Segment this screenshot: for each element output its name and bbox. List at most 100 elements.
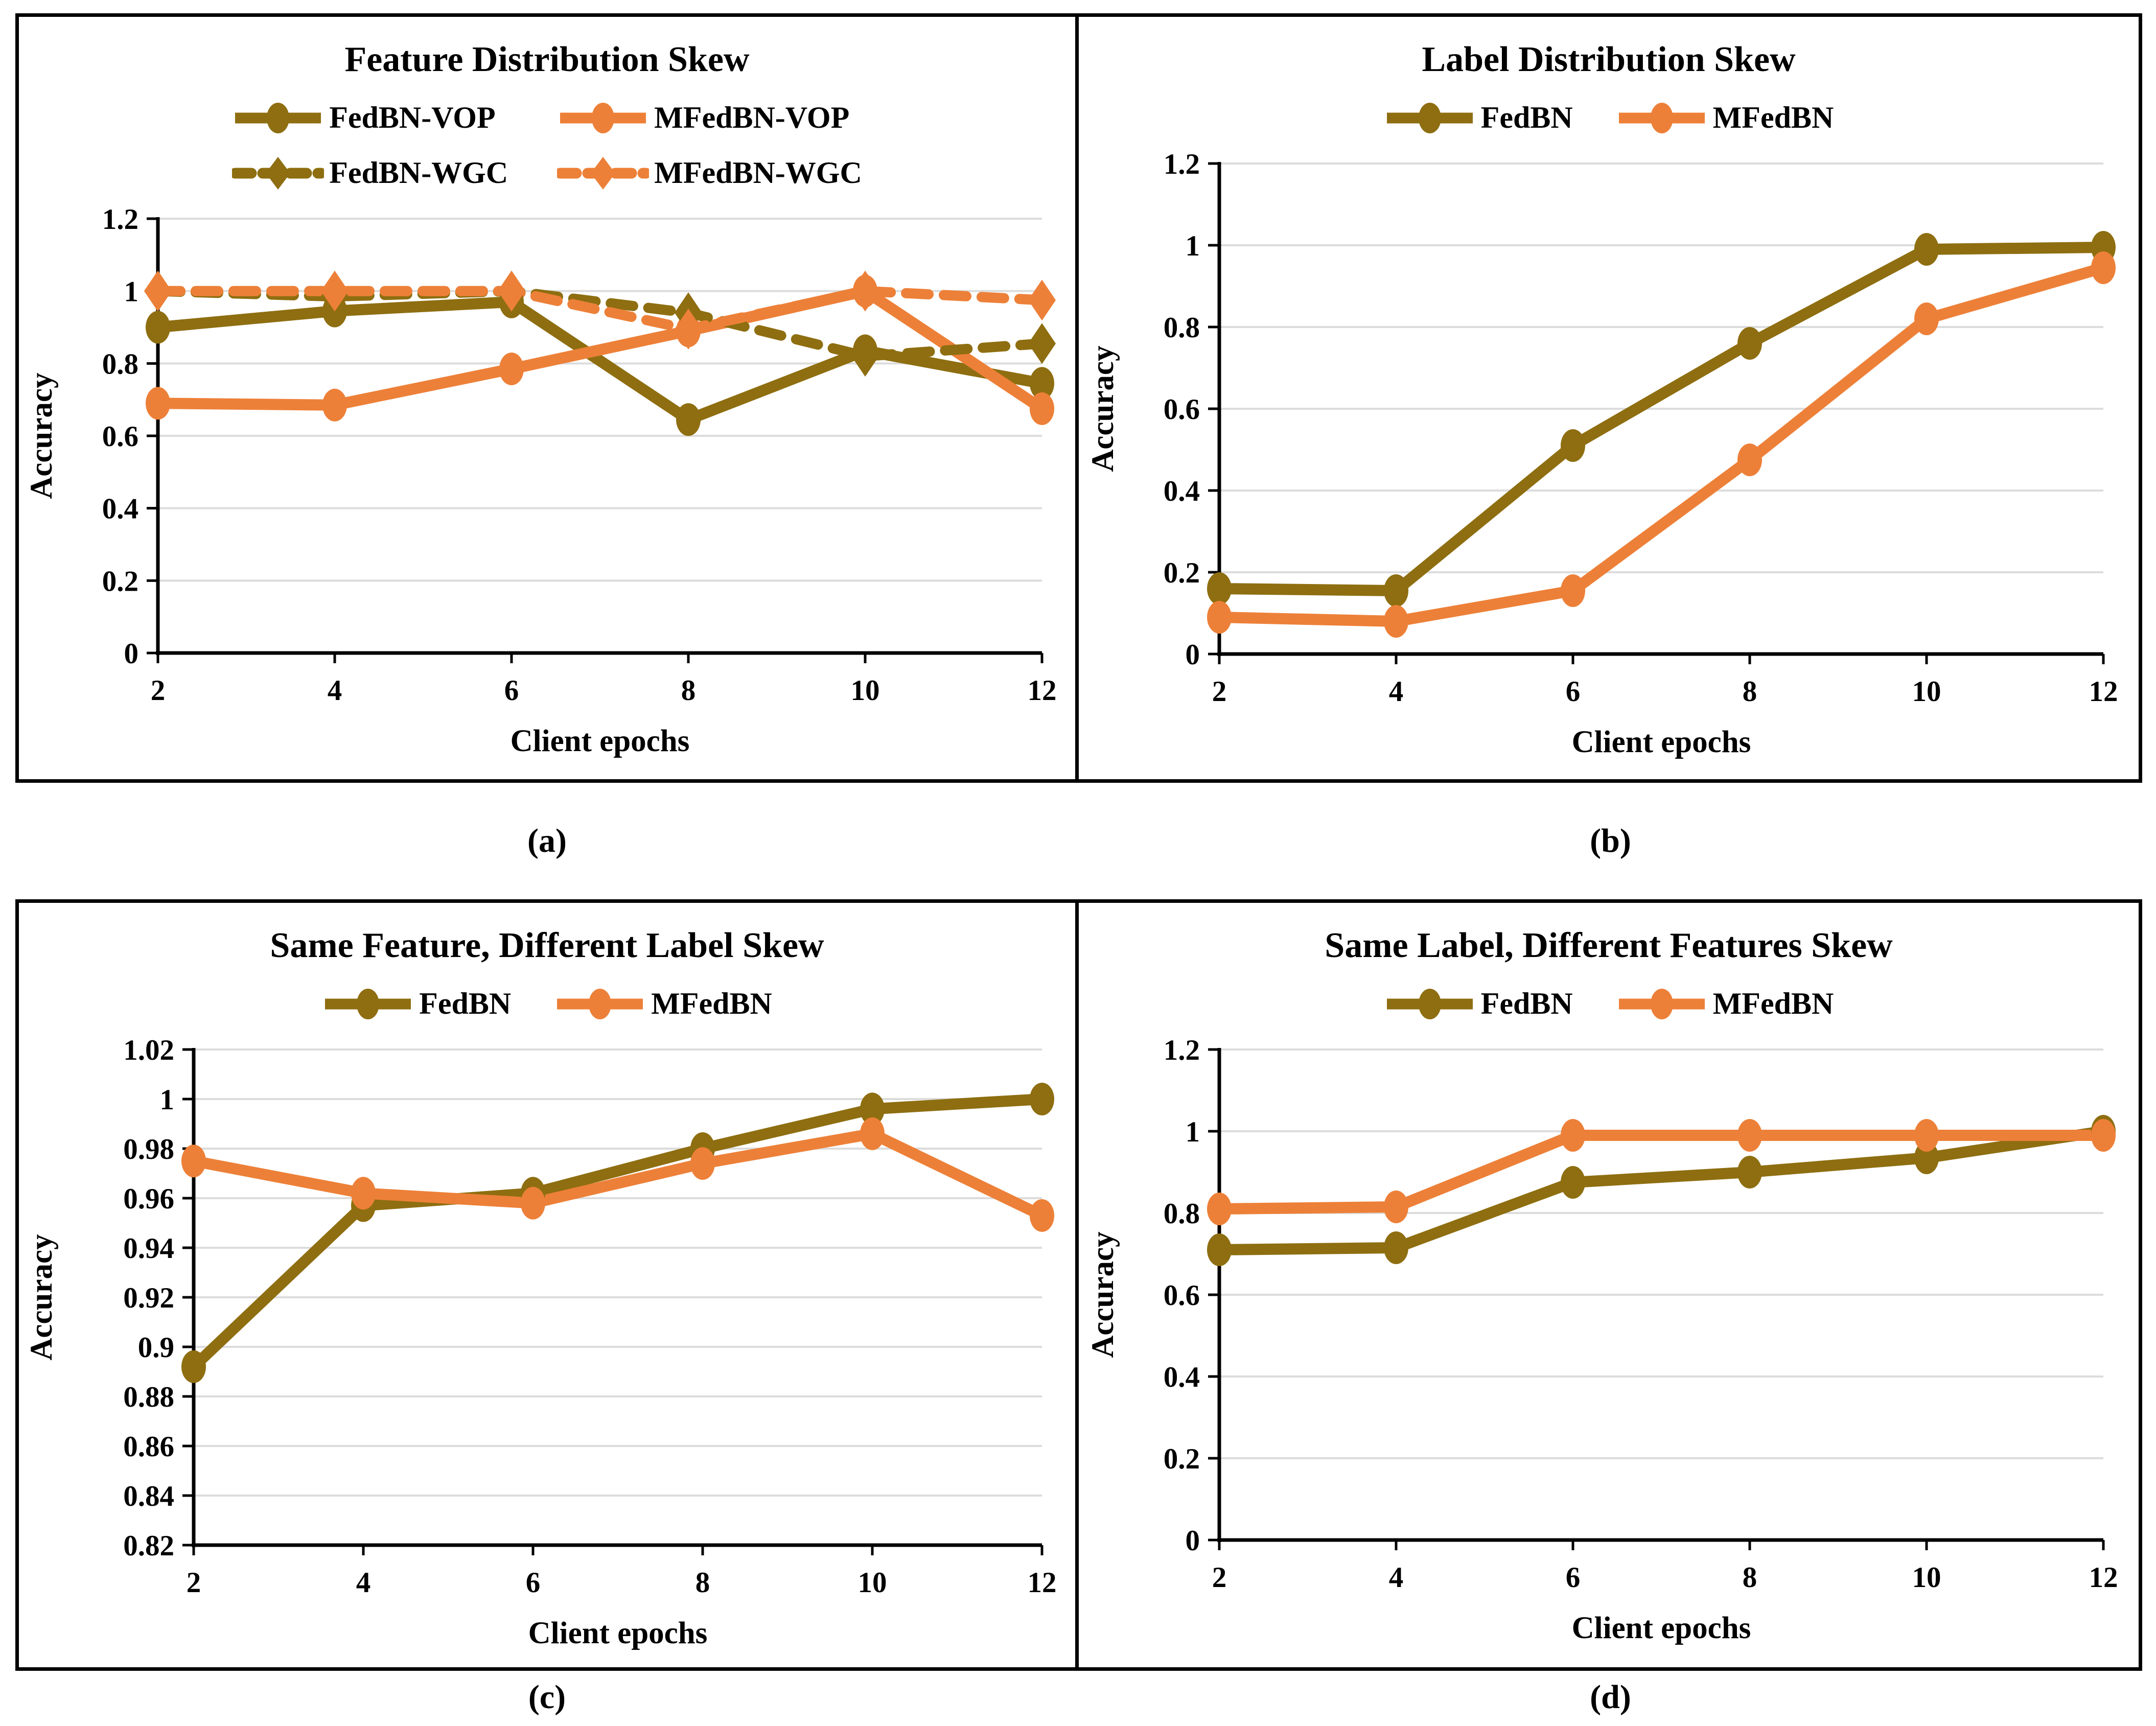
svg-text:0.8: 0.8 <box>102 348 138 380</box>
svg-text:Client epochs: Client epochs <box>1572 725 1751 759</box>
legend-label: FedBN-VOP <box>329 101 496 134</box>
top-chart-row: Feature Distribution Skew FedBN-VOP MFedB… <box>15 0 2142 783</box>
svg-text:8: 8 <box>681 674 696 707</box>
legend-swatch-dashed-diamond <box>232 156 324 190</box>
svg-text:0.84: 0.84 <box>123 1480 174 1512</box>
svg-text:Client epochs: Client epochs <box>1572 1611 1751 1645</box>
top-caption-row: (a) (b) <box>15 783 2142 899</box>
bottom-caption-row: (c) (d) <box>15 1671 2142 1726</box>
legend-label: FedBN <box>419 987 512 1020</box>
svg-text:12: 12 <box>1027 674 1056 707</box>
svg-text:0.98: 0.98 <box>123 1133 174 1165</box>
legend-label: MFedBN-WGC <box>654 156 862 190</box>
caption-b: (b) <box>1590 822 1631 859</box>
svg-text:10: 10 <box>850 674 879 707</box>
svg-text:6: 6 <box>1566 1561 1581 1594</box>
svg-text:0.2: 0.2 <box>102 565 138 597</box>
panel-a: Feature Distribution Skew FedBN-VOP MFedB… <box>15 13 1079 783</box>
svg-text:0.8: 0.8 <box>1164 312 1200 344</box>
chart-d-legend: FedBN MFedBN <box>1384 982 1834 1026</box>
svg-text:Accuracy: Accuracy <box>25 1234 59 1360</box>
svg-text:0.6: 0.6 <box>1164 1279 1200 1312</box>
svg-text:Client epochs: Client epochs <box>510 724 689 758</box>
chart-b-legend: FedBN MFedBN <box>1384 96 1834 140</box>
svg-text:12: 12 <box>2089 675 2118 708</box>
bottom-chart-row: Same Feature, Different Label Skew FedBN… <box>15 899 2142 1671</box>
svg-text:1: 1 <box>1186 1116 1200 1148</box>
svg-text:1.2: 1.2 <box>1164 1034 1200 1066</box>
svg-text:Accuracy: Accuracy <box>1086 345 1120 472</box>
legend-swatch-solid-circle <box>1618 102 1705 133</box>
svg-text:0.2: 0.2 <box>1164 1443 1200 1475</box>
panel-b: Label Distribution Skew FedBN MFedBN 0 0.2… <box>1079 13 2142 783</box>
svg-text:0.92: 0.92 <box>123 1282 174 1314</box>
svg-text:0.9: 0.9 <box>137 1332 174 1364</box>
legend-item-fedbn: FedBN <box>1384 982 1573 1026</box>
svg-text:0.4: 0.4 <box>1164 1361 1200 1393</box>
svg-text:10: 10 <box>1912 1561 1941 1594</box>
legend-swatch-solid-circle <box>1386 988 1473 1019</box>
svg-text:8: 8 <box>695 1567 710 1599</box>
legend-swatch-dashed-diamond <box>557 156 650 190</box>
svg-text:Accuracy: Accuracy <box>25 372 59 499</box>
svg-text:4: 4 <box>1389 675 1404 708</box>
svg-text:12: 12 <box>2089 1561 2118 1594</box>
svg-text:1.02: 1.02 <box>123 1034 174 1066</box>
svg-text:0.86: 0.86 <box>123 1431 174 1463</box>
legend-swatch-solid-circle <box>557 988 643 1019</box>
chart-c-title: Same Feature, Different Label Skew <box>270 926 824 965</box>
svg-text:0.96: 0.96 <box>123 1183 174 1215</box>
chart-c-line-chart: 0.82 0.84 0.86 0.88 0.9 0.92 0.94 0.96 0.98 1 1.02… <box>25 1034 1057 1650</box>
svg-text:2: 2 <box>186 1567 201 1599</box>
svg-text:1: 1 <box>159 1084 174 1116</box>
svg-text:1.2: 1.2 <box>102 203 138 236</box>
legend-label: MFedBN <box>1712 987 1834 1020</box>
legend-item-mfedbn-wgc: MFedBN-WGC <box>557 151 862 195</box>
svg-text:4: 4 <box>356 1567 370 1599</box>
legend-item-fedbn-vop: FedBN-VOP <box>232 96 508 140</box>
legend-swatch-solid-circle <box>1386 102 1473 133</box>
legend-item-mfedbn: MFedBN <box>1616 96 1834 140</box>
svg-text:8: 8 <box>1743 1561 1757 1594</box>
svg-text:10: 10 <box>857 1567 887 1599</box>
caption-c: (c) <box>528 1678 566 1716</box>
svg-text:0.8: 0.8 <box>1164 1198 1200 1230</box>
panel-d: Same Label, Different Features Skew FedB… <box>1079 899 2142 1671</box>
chart-a-title: Feature Distribution Skew <box>344 40 750 79</box>
legend-swatch-solid-circle <box>560 102 646 133</box>
svg-text:0.2: 0.2 <box>1164 557 1200 589</box>
svg-text:10: 10 <box>1912 675 1941 708</box>
caption-d: (d) <box>1590 1678 1631 1716</box>
svg-text:Client epochs: Client epochs <box>528 1616 707 1650</box>
svg-text:8: 8 <box>1743 675 1757 708</box>
svg-text:2: 2 <box>1212 675 1227 708</box>
svg-text:0: 0 <box>1186 1525 1200 1557</box>
svg-text:0.4: 0.4 <box>1164 475 1200 507</box>
svg-text:4: 4 <box>327 674 342 707</box>
svg-text:0.6: 0.6 <box>102 421 138 453</box>
svg-text:1: 1 <box>1186 230 1200 262</box>
svg-text:12: 12 <box>1027 1567 1056 1599</box>
chart-d-title: Same Label, Different Features Skew <box>1325 926 1893 965</box>
svg-text:0.82: 0.82 <box>123 1530 174 1562</box>
svg-text:6: 6 <box>504 674 519 707</box>
legend-label: MFedBN <box>651 987 772 1020</box>
legend-swatch-solid-circle <box>325 988 411 1019</box>
svg-text:0.94: 0.94 <box>123 1232 174 1265</box>
legend-item-fedbn: FedBN <box>1384 96 1573 140</box>
caption-a: (a) <box>527 822 567 859</box>
svg-text:0: 0 <box>124 638 138 670</box>
legend-item-mfedbn: MFedBN <box>1616 982 1834 1026</box>
legend-item-fedbn-wgc: FedBN-WGC <box>232 151 508 195</box>
svg-text:1: 1 <box>124 275 138 308</box>
panel-c: Same Feature, Different Label Skew FedBN… <box>15 899 1079 1671</box>
legend-swatch-solid-circle <box>1618 988 1705 1019</box>
legend-label: MFedBN <box>1712 101 1834 134</box>
svg-text:1.2: 1.2 <box>1164 148 1200 180</box>
chart-a-line-chart: 0 0.2 0.4 0.6 0.8 1 1.2 2 4 6 8 10 12 Accuracy Client … <box>25 203 1057 758</box>
chart-b-title: Label Distribution Skew <box>1422 40 1796 79</box>
chart-d-line-chart: 0 0.2 0.4 0.6 0.8 1 1.2 2 4 6 8 10 12 Accuracy Client … <box>1086 1034 2118 1645</box>
svg-text:0.6: 0.6 <box>1164 393 1200 426</box>
legend-label: FedBN <box>1480 101 1573 134</box>
